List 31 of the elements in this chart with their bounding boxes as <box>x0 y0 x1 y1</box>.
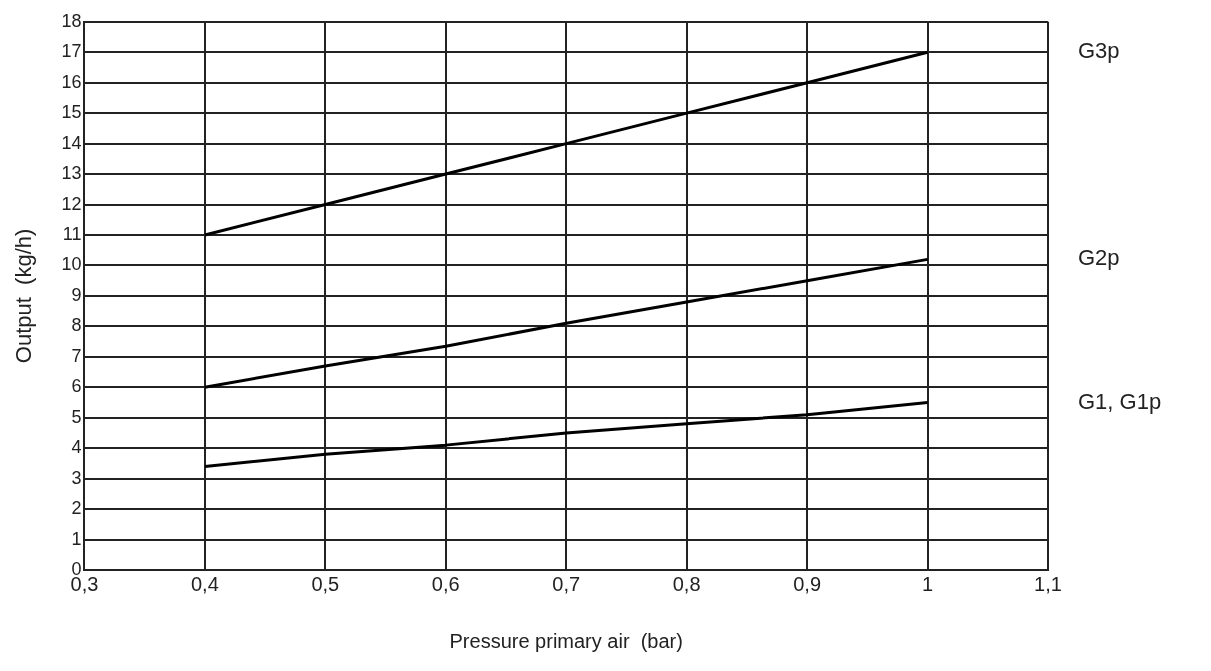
y-tick-label: 5 <box>71 406 82 427</box>
y-tick-label: 13 <box>61 163 82 184</box>
y-tick-label: 9 <box>71 284 82 305</box>
y-tick-label: 7 <box>71 345 82 366</box>
x-tick-label: 0,5 <box>311 572 340 595</box>
y-tick-label: 15 <box>61 102 82 123</box>
text: G1, G1p <box>1078 388 1162 414</box>
y-tick-label: 11 <box>62 223 82 244</box>
y-tick-label: 2 <box>71 498 82 519</box>
y-tick-label: 10 <box>61 254 82 275</box>
y-tick-label: 1 <box>71 528 82 549</box>
y-tick-label: 3 <box>71 467 82 488</box>
y-tick-label: 12 <box>61 193 82 214</box>
text: G2p <box>1078 245 1120 271</box>
y-axis-title: Output (kg/h) <box>11 228 37 364</box>
x-tick-label: 1 <box>921 572 934 595</box>
x-tick-label: 0,8 <box>672 572 701 595</box>
y-tick-label: 8 <box>71 315 82 336</box>
y-tick-label: 4 <box>71 437 82 458</box>
y-tick-label: 14 <box>61 132 82 153</box>
y-tick-label: 6 <box>71 376 82 397</box>
y-tick-label: 16 <box>61 71 82 92</box>
x-tick-label: 0,9 <box>793 572 822 595</box>
y-tick-label: 17 <box>61 41 82 62</box>
x-tick-label: 1,1 <box>1034 572 1062 595</box>
text: G3p <box>1078 38 1120 64</box>
x-tick-label: 0,4 <box>190 572 219 595</box>
x-tick-label: 0,6 <box>431 572 460 595</box>
y-tick-label: 18 <box>61 10 82 31</box>
x-axis-title: Pressure primary air (bar) <box>449 629 683 652</box>
x-tick-label: 0,7 <box>552 572 581 595</box>
